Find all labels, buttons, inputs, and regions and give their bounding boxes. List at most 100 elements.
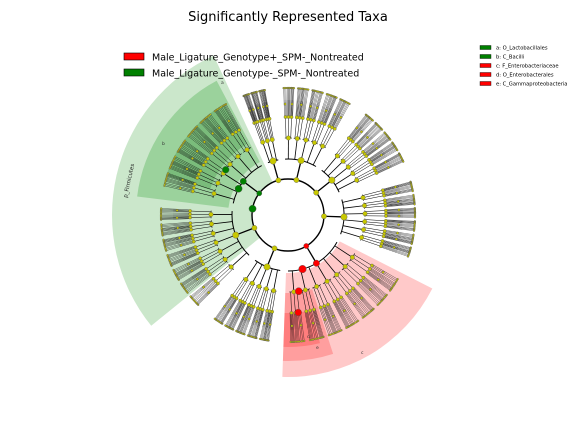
tree-branch [176,238,193,244]
tree-branch [183,166,200,174]
genus-node [213,279,218,283]
tree-branch [364,219,386,222]
tree-branch [174,266,186,273]
tree-branch [184,281,195,289]
tree-branch [309,102,314,120]
tree-branch [196,242,217,251]
tree-branch [353,287,366,301]
tree-branch [255,92,259,104]
tree-branch [296,100,299,118]
leaf-node [166,172,170,175]
tree-branch [399,182,411,186]
tree-branch [257,288,265,309]
phylum-node [321,213,327,220]
tree-branch [215,234,236,243]
family-node [349,254,355,260]
genus-node [306,117,310,121]
tree-branch [383,186,400,192]
tree-branch [399,182,411,187]
tree-branch [343,103,350,115]
tree-branch [324,108,331,125]
tree-branch [320,325,324,337]
species-node [397,208,401,212]
tree-branch [364,202,386,206]
tree-branch [260,90,264,103]
tree-branch [358,282,372,295]
tree-branch [397,248,410,253]
tree-branch [385,225,403,229]
tree-branch [389,154,400,161]
genus-node [188,209,192,213]
tree-branch [269,118,274,140]
tree-branch [326,323,331,335]
tree-branch [251,325,256,337]
tree-branch [254,104,260,122]
tree-branch [400,239,412,243]
tree-branch [184,164,201,173]
tree-branch [334,276,348,294]
tree-branch [375,289,385,298]
tree-branch [174,265,185,272]
tree-branch [355,131,368,145]
tree-branch [185,163,201,172]
tree-branch [312,103,318,121]
tree-branch [369,150,384,161]
species-node [182,253,186,257]
tree-branch [241,321,246,334]
family-node [256,283,262,289]
clade-key-label-e: e: C_Gammaproteobacteria [496,82,567,88]
tree-branch [216,310,224,321]
tree-branch [361,117,370,127]
species-node [176,226,180,230]
tree-branch [401,194,414,197]
tree-branch [353,129,365,143]
tree-branch [209,261,227,275]
tree-branch [213,228,234,234]
clade-letter-d: d [307,334,310,340]
tree-branch [327,160,344,177]
tree-branch [330,111,338,127]
tree-branch [254,122,262,143]
tree-branch [197,143,212,155]
tree-branch [355,168,375,179]
species-node [179,243,183,247]
tree-branch [372,128,382,138]
tree-branch [350,311,357,322]
tree-branch [311,310,316,327]
tree-branch [177,151,189,158]
tree-branch [179,177,196,184]
tree-branch [327,95,332,107]
tree-branch [326,95,331,107]
tree-branch [186,284,197,292]
tree-branch [335,300,344,316]
tree-branch [238,129,250,149]
genus-node [199,259,204,264]
tree-branch [292,312,294,330]
tree-branch [179,247,196,255]
tree-branch [237,156,252,173]
tree-branch [238,320,244,333]
tree-branch [262,90,266,103]
tree-branch [385,205,403,207]
tree-branch [363,119,372,129]
tree-branch [178,150,189,158]
tree-branch [400,189,413,193]
tree-branch [227,137,241,155]
family-node [244,147,250,153]
tree-branch [317,92,322,104]
tree-branch [350,259,368,273]
tree-branch [322,127,333,147]
tree-branch [347,292,359,307]
tree-branch [206,117,215,128]
tree-branch [225,314,232,326]
tree-branch [315,309,321,326]
family-node [342,264,348,269]
clade-key-swatch-a [479,45,492,50]
tree-branch [195,239,216,248]
tree-branch [264,90,267,103]
tree-branch [296,100,299,118]
legend-swatch-minus [123,68,145,77]
tree-branch [269,290,274,312]
genus-node [237,128,241,132]
tree-branch [385,221,403,224]
